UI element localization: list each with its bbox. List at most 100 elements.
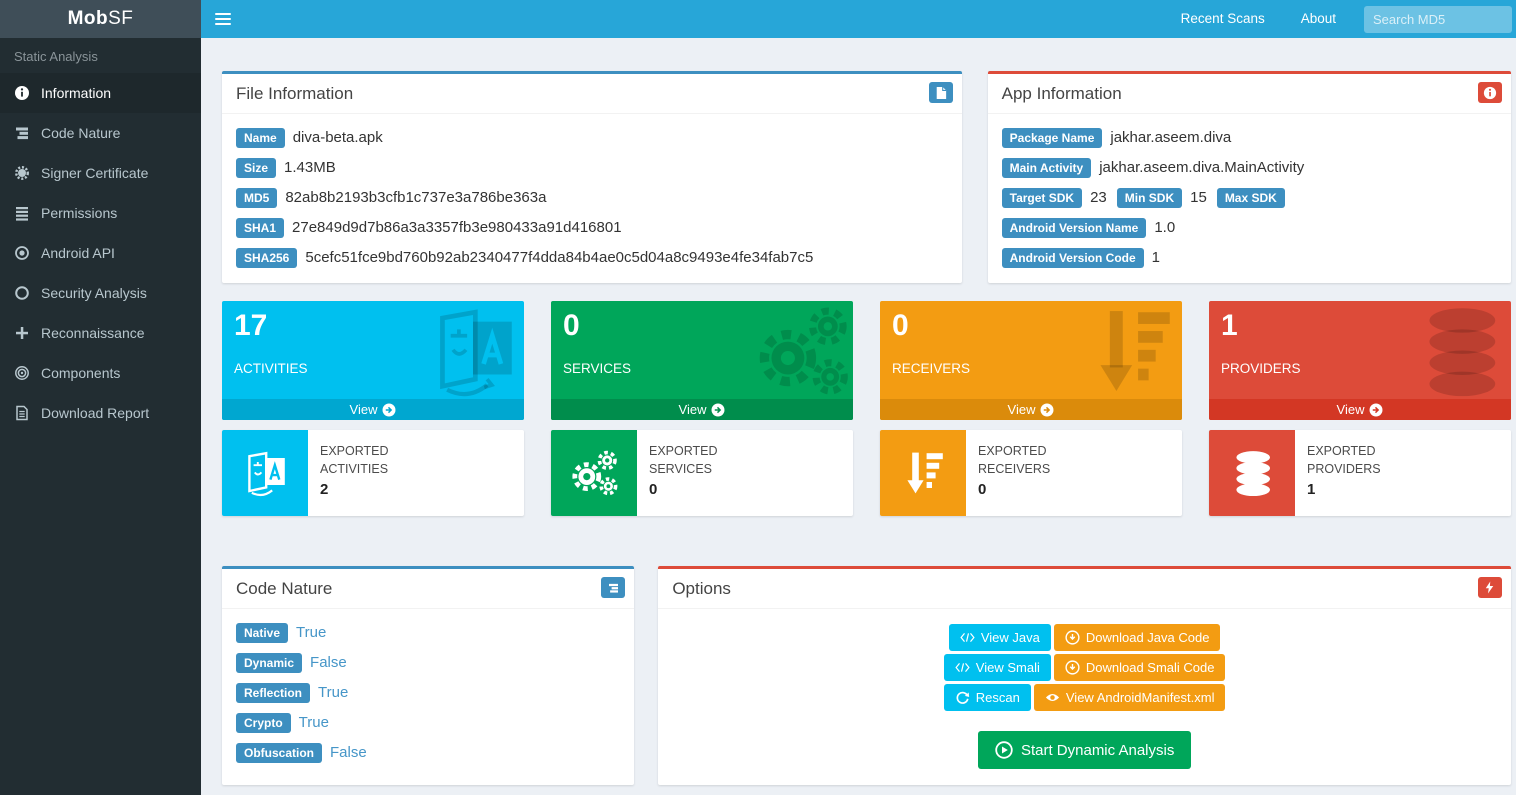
- field-value: 1.43MB: [284, 159, 336, 176]
- nav-links: Recent Scans About: [1163, 0, 1516, 38]
- services-tile: 0 SERVICES View: [551, 301, 853, 420]
- view-activities-button[interactable]: View: [222, 399, 524, 420]
- code-nature-row: Obfuscation False: [236, 742, 620, 763]
- field-value: False: [330, 744, 367, 761]
- exported-line2: SERVICES: [649, 462, 712, 477]
- button-label: Start Dynamic Analysis: [1020, 741, 1175, 759]
- code-nature-row: Dynamic False: [236, 652, 620, 673]
- field-label-badge: Android Version Name: [1001, 217, 1147, 238]
- logo-light: SF: [108, 8, 134, 29]
- button-label: Download Java Code: [1085, 629, 1210, 645]
- sidebar-item-information[interactable]: Information: [0, 73, 201, 113]
- app-information-card: App Information Package Name jakhar.asee…: [987, 71, 1511, 283]
- language-icon: [440, 309, 512, 397]
- field-label-badge: Name: [236, 127, 285, 148]
- code-icon: [960, 632, 975, 642]
- tasks-icon[interactable]: [601, 577, 626, 598]
- app-info-row: Package Name jakhar.aseem.diva: [1001, 127, 1497, 148]
- exported-services-box: EXPORTED SERVICES 0: [551, 430, 853, 516]
- receivers-label: RECEIVERS: [892, 360, 971, 376]
- sidebar-item-permissions[interactable]: Permissions: [0, 193, 201, 233]
- sidebar-section-header: Static Analysis: [14, 49, 98, 64]
- eye-icon: [1045, 693, 1059, 701]
- app-logo[interactable]: Mob SF: [0, 0, 201, 38]
- file-information-title: File Information: [236, 84, 354, 103]
- sidebar-item-label: Code Nature: [41, 125, 121, 141]
- bullseye-icon: [15, 366, 29, 380]
- view-services-button[interactable]: View: [551, 399, 853, 420]
- sidebar-item-android-api[interactable]: Android API: [0, 233, 201, 273]
- sidebar-item-security-analysis[interactable]: Security Analysis: [0, 273, 201, 313]
- exported-line1: EXPORTED: [1307, 444, 1376, 458]
- sidebar-item-download-report[interactable]: Download Report: [0, 393, 201, 433]
- arrow-circle-right-icon: [711, 403, 725, 416]
- database-icon: [1209, 430, 1295, 516]
- file-icon[interactable]: [928, 82, 953, 103]
- field-label-badge: Target SDK: [1001, 187, 1083, 208]
- sidebar-item-label: Permissions: [41, 205, 118, 221]
- view-label: View: [1007, 402, 1036, 417]
- exported-line1: EXPORTED: [320, 444, 389, 458]
- view-smali-button[interactable]: View Smali: [943, 653, 1051, 681]
- view-providers-button[interactable]: View: [1209, 399, 1511, 420]
- file-info-row: Size 1.43MB: [236, 157, 948, 178]
- sdk-row: Target SDK 23 Min SDK 15 Max SDK: [1001, 187, 1497, 208]
- services-label: SERVICES: [563, 360, 632, 376]
- field-value: False: [310, 654, 347, 671]
- view-androidmanifest-button[interactable]: View AndroidManifest.xml: [1033, 683, 1226, 711]
- field-label-badge: Native: [236, 622, 289, 643]
- view-label: View: [678, 402, 707, 417]
- options-card: Options View Java Download Java Code: [658, 566, 1511, 785]
- providers-label: PROVIDERS: [1221, 360, 1301, 376]
- sidebar-toggle-icon[interactable]: [201, 0, 245, 38]
- field-label-badge: SHA1: [236, 217, 285, 238]
- field-value: diva-beta.apk: [292, 129, 383, 146]
- providers-tile: 1 PROVIDERS View: [1209, 301, 1511, 420]
- view-java-button[interactable]: View Java: [948, 623, 1051, 651]
- view-receivers-button[interactable]: View: [880, 399, 1182, 420]
- play-circle-icon: [995, 741, 1013, 759]
- search-input[interactable]: [1364, 5, 1512, 33]
- download-java-code-button[interactable]: Download Java Code: [1053, 623, 1221, 651]
- view-label: View: [1336, 402, 1365, 417]
- field-value: True: [296, 624, 327, 641]
- sidebar-item-signer-certificate[interactable]: Signer Certificate: [0, 153, 201, 193]
- list-icon: [16, 207, 28, 221]
- exported-line2: PROVIDERS: [1307, 462, 1381, 477]
- download-smali-code-button[interactable]: Download Smali Code: [1053, 653, 1226, 681]
- nav-link-recent-scans[interactable]: Recent Scans: [1180, 11, 1265, 26]
- refresh-icon: [956, 691, 969, 704]
- sidebar-item-reconnaissance[interactable]: Reconnaissance: [0, 313, 201, 353]
- field-value: jakhar.aseem.diva: [1110, 129, 1232, 146]
- field-label-badge: Main Activity: [1001, 157, 1092, 178]
- info-circle-icon: [15, 86, 29, 100]
- dot-circle-icon: [15, 246, 29, 260]
- info-circle-icon[interactable]: [1477, 82, 1502, 103]
- rescan-button[interactable]: Rescan: [943, 683, 1031, 711]
- exported-providers-box: EXPORTED PROVIDERS 1: [1209, 430, 1511, 516]
- field-value: 82ab8b2193b3cfb1c737e3a786be363a: [285, 189, 547, 206]
- file-info-row: MD5 82ab8b2193b3cfb1c737e3a786be363a: [236, 187, 948, 208]
- arrow-circle-right-icon: [382, 403, 396, 416]
- nav-link-about[interactable]: About: [1300, 11, 1336, 26]
- field-value: 1.0: [1154, 219, 1176, 236]
- receivers-count: 0: [892, 309, 909, 342]
- button-label: Rescan: [975, 689, 1020, 705]
- start-dynamic-analysis-button[interactable]: Start Dynamic Analysis: [977, 731, 1192, 769]
- database-icon: [1429, 308, 1496, 397]
- field-label-badge: Crypto: [236, 712, 291, 733]
- button-label: View Java: [980, 629, 1040, 645]
- exported-count: 2: [320, 481, 329, 499]
- field-label-badge: Obfuscation: [236, 742, 323, 763]
- sidebar-item-code-nature[interactable]: Code Nature: [0, 113, 201, 153]
- code-icon: [955, 662, 970, 672]
- field-label-badge: Android Version Code: [1001, 247, 1144, 268]
- logo-bold: Mob: [67, 8, 109, 29]
- field-value: True: [298, 714, 329, 731]
- flash-icon[interactable]: [1477, 577, 1502, 598]
- file-info-row: Name diva-beta.apk: [236, 127, 948, 148]
- exported-line2: RECEIVERS: [978, 462, 1051, 477]
- sidebar-item-label: Information: [41, 85, 112, 101]
- exported-activities-box: EXPORTED ACTIVITIES 2: [222, 430, 524, 516]
- sidebar-item-components[interactable]: Components: [0, 353, 201, 393]
